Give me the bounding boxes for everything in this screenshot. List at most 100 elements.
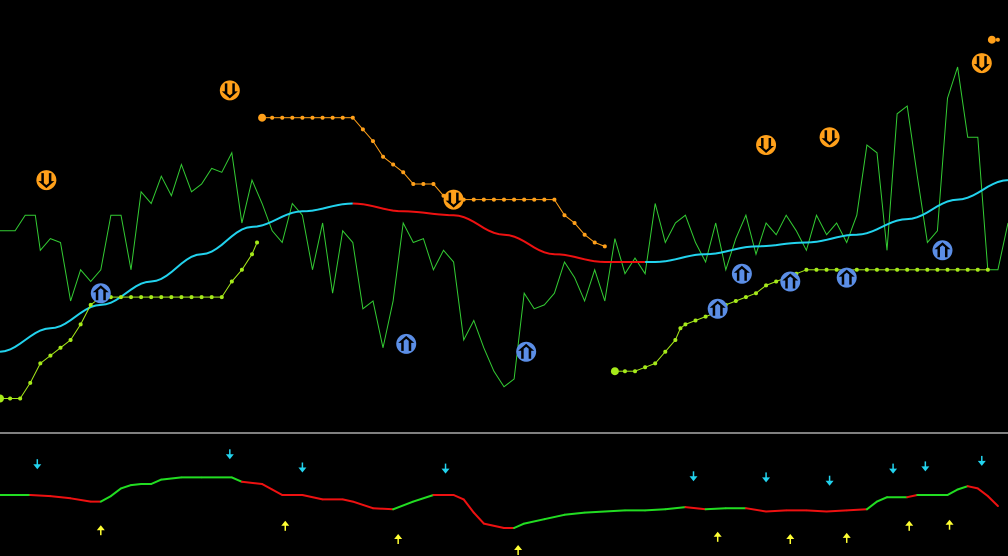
buy-stop-dots-segment bbox=[50, 347, 61, 356]
buy-stop-dots-dot bbox=[935, 267, 940, 272]
oscillator-segment bbox=[875, 496, 889, 503]
sell-stop-dots-dot bbox=[370, 139, 375, 144]
buy-stop-dots-dot bbox=[633, 369, 638, 374]
buy-stop-dots-dot bbox=[814, 267, 819, 272]
buy-stop-dots-dot bbox=[764, 283, 769, 288]
buy-stop-dots-dot bbox=[139, 295, 144, 300]
oscillator-segment bbox=[130, 483, 143, 487]
oscillator-segment bbox=[69, 497, 92, 503]
sell-signal-icon bbox=[819, 127, 840, 148]
last-price-marker bbox=[987, 35, 996, 44]
down-arrow-icon bbox=[445, 192, 462, 208]
down-arrow-icon-head bbox=[298, 467, 307, 473]
buy-stop-dots-segment bbox=[221, 281, 233, 298]
buy-stop-dots-dot bbox=[199, 295, 204, 300]
up-arrow-icon bbox=[842, 532, 851, 543]
buy-signal-icon bbox=[707, 298, 728, 319]
sell-stop-dots-segment bbox=[433, 183, 444, 197]
sell-stop-dots-dot bbox=[431, 182, 436, 186]
buy-stop-dots-dot bbox=[229, 279, 234, 284]
down-arrow-icon bbox=[921, 461, 930, 472]
oscillator-segment bbox=[482, 522, 505, 529]
up-arrow-icon bbox=[733, 265, 750, 281]
down-arrow-icon-head bbox=[825, 480, 834, 486]
up-arrow-icon bbox=[945, 519, 954, 530]
oscillator-segment bbox=[946, 488, 959, 496]
oscillator-segment bbox=[119, 484, 133, 490]
sell-stop-dots-segment bbox=[362, 129, 374, 142]
buy-stop-dots-dot bbox=[663, 349, 668, 354]
buy-stop-dots-dot bbox=[169, 295, 174, 300]
oscillator-segment bbox=[956, 485, 969, 491]
down-arrow-icon-head bbox=[762, 477, 771, 483]
up-arrow-icon-head bbox=[945, 519, 954, 525]
sell-stop-dots-segment bbox=[372, 140, 384, 157]
buy-stop-dots-dot bbox=[8, 396, 13, 401]
sell-stop-dots-dot bbox=[481, 197, 486, 202]
sell-stop-dots-dot bbox=[360, 127, 365, 132]
buy-stop-dots-dot bbox=[885, 267, 890, 272]
sell-stop-dots-dot bbox=[532, 197, 537, 202]
down-arrow-icon-head bbox=[441, 468, 450, 474]
sell-stop-dots-dot bbox=[582, 232, 587, 237]
buy-stop-dots-segment bbox=[60, 339, 71, 349]
buy-signal-icon bbox=[780, 271, 801, 292]
down-arrow-icon-head bbox=[921, 466, 930, 472]
buy-stop-dots-dot bbox=[129, 295, 134, 300]
oscillator-segment bbox=[966, 485, 979, 490]
oscillator-segment bbox=[563, 511, 586, 516]
up-arrow-icon-head bbox=[394, 534, 403, 539]
buy-stop-dots bbox=[0, 240, 990, 403]
up-arrow-icon bbox=[934, 242, 951, 258]
oscillator-segment bbox=[160, 476, 183, 481]
up-arrow-icon-head bbox=[281, 520, 290, 526]
oscillator-segment bbox=[523, 518, 546, 525]
up-arrow-icon bbox=[786, 534, 795, 544]
oscillator-panel bbox=[0, 449, 999, 555]
sell-stop-dots-segment bbox=[574, 222, 586, 236]
buy-signal-icon bbox=[836, 267, 857, 288]
up-arrow-icon bbox=[398, 335, 415, 351]
buy-stop-dots-segment bbox=[654, 351, 666, 364]
buy-stop-dots-segment bbox=[674, 328, 681, 341]
down-arrow-icon bbox=[298, 462, 307, 473]
sell-signal-icon bbox=[443, 189, 464, 210]
price-line bbox=[0, 66, 1008, 388]
buy-stop-dots-dot bbox=[179, 295, 184, 300]
oscillator-segment bbox=[603, 509, 626, 513]
buy-signal-icon bbox=[516, 341, 537, 362]
sell-stop-dots-dot bbox=[270, 115, 275, 120]
up-arrow-icon-head bbox=[786, 534, 795, 539]
oscillator-segment bbox=[412, 494, 435, 503]
up-arrow-icon-head bbox=[514, 545, 523, 550]
buy-stop-dots-dot bbox=[28, 380, 33, 385]
oscillator-segment bbox=[472, 511, 485, 525]
up-arrow-icon bbox=[905, 520, 914, 531]
buy-stop-dots-dot bbox=[965, 267, 970, 272]
up-arrow-icon bbox=[713, 531, 722, 542]
up-arrow-icon bbox=[96, 525, 105, 536]
buy-stop-dots-dot bbox=[209, 295, 214, 300]
sell-stop-dots-dot bbox=[280, 115, 285, 120]
down-arrow-icon-head bbox=[33, 464, 42, 470]
buy-stop-dots-dot bbox=[78, 322, 83, 327]
up-arrow-icon bbox=[782, 273, 799, 289]
oscillator-segment bbox=[99, 495, 112, 503]
sell-stop-dots-dot bbox=[602, 244, 607, 249]
sell-signal-icon bbox=[756, 135, 777, 155]
sell-stop-dots-dot bbox=[522, 197, 527, 202]
sell-stop-dots-dot bbox=[542, 197, 547, 202]
buy-stop-dots-dot bbox=[925, 267, 930, 272]
oscillator-segment bbox=[271, 488, 284, 496]
oscillator-segment bbox=[845, 508, 868, 512]
oscillator-segment bbox=[906, 494, 919, 499]
sell-stop-dots-segment bbox=[352, 117, 364, 130]
up-arrow-icon bbox=[281, 520, 290, 531]
oscillator-segment bbox=[392, 500, 415, 511]
buy-stop-dots-dot bbox=[683, 322, 688, 327]
oscillator-segment bbox=[261, 483, 274, 491]
oscillator-segment bbox=[29, 494, 52, 498]
oscillator-segment bbox=[371, 507, 395, 511]
buy-stop-dots-dot bbox=[219, 295, 224, 300]
